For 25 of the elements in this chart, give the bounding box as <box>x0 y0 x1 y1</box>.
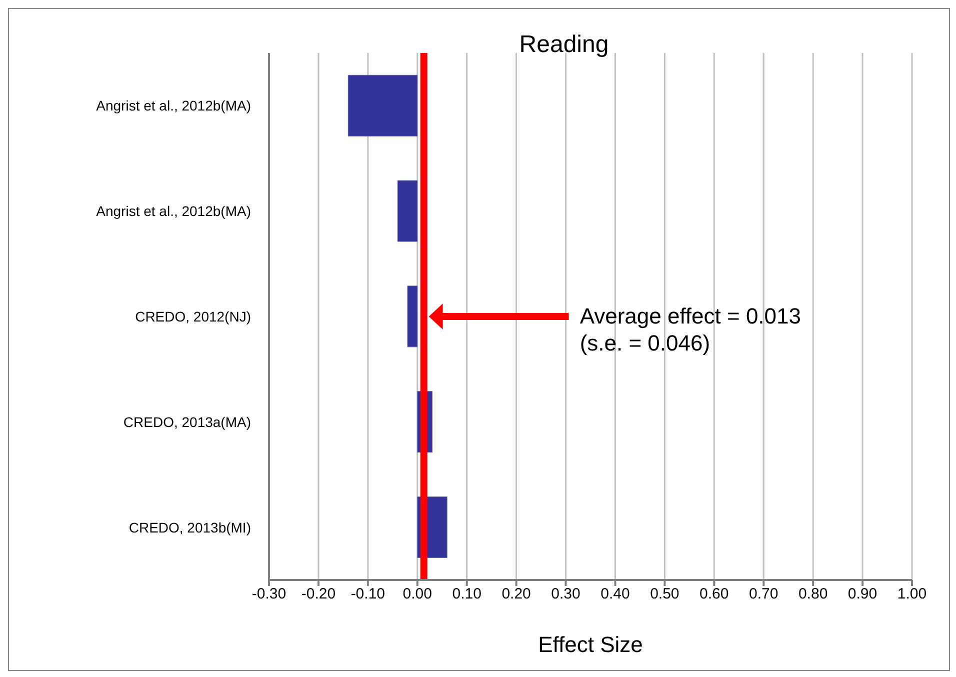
x-tick-label: 0.20 <box>502 586 531 603</box>
chart-title: Reading <box>519 31 609 58</box>
bar <box>407 286 418 348</box>
x-tick-label: 0.00 <box>402 586 432 603</box>
x-tick-label: 0.90 <box>848 586 878 603</box>
x-axis-title: Effect Size <box>538 632 643 657</box>
y-tick-label: CREDO, 2012(NJ) <box>135 308 251 324</box>
y-tick-label: Angrist et al., 2012b(MA) <box>96 203 251 220</box>
bar <box>348 74 418 136</box>
x-tick-label: 0.40 <box>600 586 630 603</box>
x-tick-label: 0.30 <box>551 586 580 603</box>
x-tick-label: 1.00 <box>897 586 927 603</box>
y-tick-label: CREDO, 2013a(MA) <box>123 414 251 430</box>
x-tick-label: 0.50 <box>650 586 680 603</box>
bar <box>397 180 418 242</box>
y-tick-label: Angrist et al., 2012b(MA) <box>96 98 251 114</box>
x-tick-label: 0.60 <box>700 586 729 603</box>
x-tick-label: -0.10 <box>350 586 386 603</box>
x-tick-label: 0.80 <box>798 586 828 603</box>
annotation: Average effect = 0.013 (s.e. = 0.046) <box>580 304 802 356</box>
x-tick-label: 0.70 <box>749 586 778 603</box>
x-tick-label: 0.10 <box>452 586 482 603</box>
x-tick-label: -0.30 <box>252 586 286 603</box>
y-tick-label: CREDO, 2013b(MI) <box>128 519 251 536</box>
x-tick-label: -0.20 <box>301 586 336 603</box>
